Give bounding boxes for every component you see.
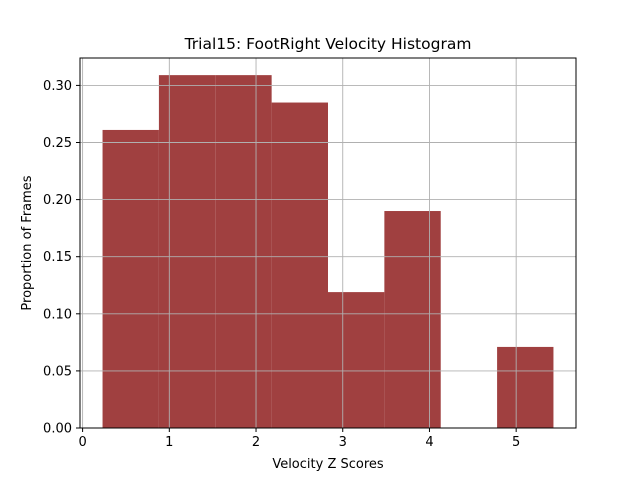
x-tick-label: 1 [165, 435, 173, 450]
x-tick-label: 3 [339, 435, 347, 450]
y-axis-label: Proportion of Frames [20, 175, 35, 310]
y-tick-label: 0.20 [43, 193, 72, 208]
y-tick-label: 0.10 [43, 307, 72, 322]
x-tick-label: 4 [425, 435, 433, 450]
x-tick-label: 0 [78, 435, 86, 450]
chart-title: Trial15: FootRight Velocity Histogram [184, 35, 472, 53]
y-tick-label: 0.00 [43, 422, 72, 437]
histogram-bar [102, 129, 159, 428]
y-tick-label: 0.25 [43, 136, 72, 151]
histogram-bar [328, 292, 385, 428]
plot-frame [79, 57, 577, 429]
x-tick-label: 5 [512, 435, 520, 450]
bars [102, 75, 554, 428]
histogram-bar [158, 75, 216, 428]
axes: 0 1 2 3 4 5 0.00 0.05 0.10 0.15 0.20 0.25 0.30 [43, 57, 577, 450]
y-tick-label: 0.30 [43, 79, 72, 94]
histogram-bar [215, 75, 272, 428]
y-tick-label: 0.05 [43, 364, 72, 379]
y-tick-label: 0.15 [43, 250, 72, 265]
x-tick-label: 2 [252, 435, 260, 450]
histogram-bar [384, 211, 441, 428]
histogram-bar [271, 102, 328, 428]
x-axis-label: Velocity Z Scores [272, 457, 384, 472]
histogram-bar [497, 346, 554, 428]
